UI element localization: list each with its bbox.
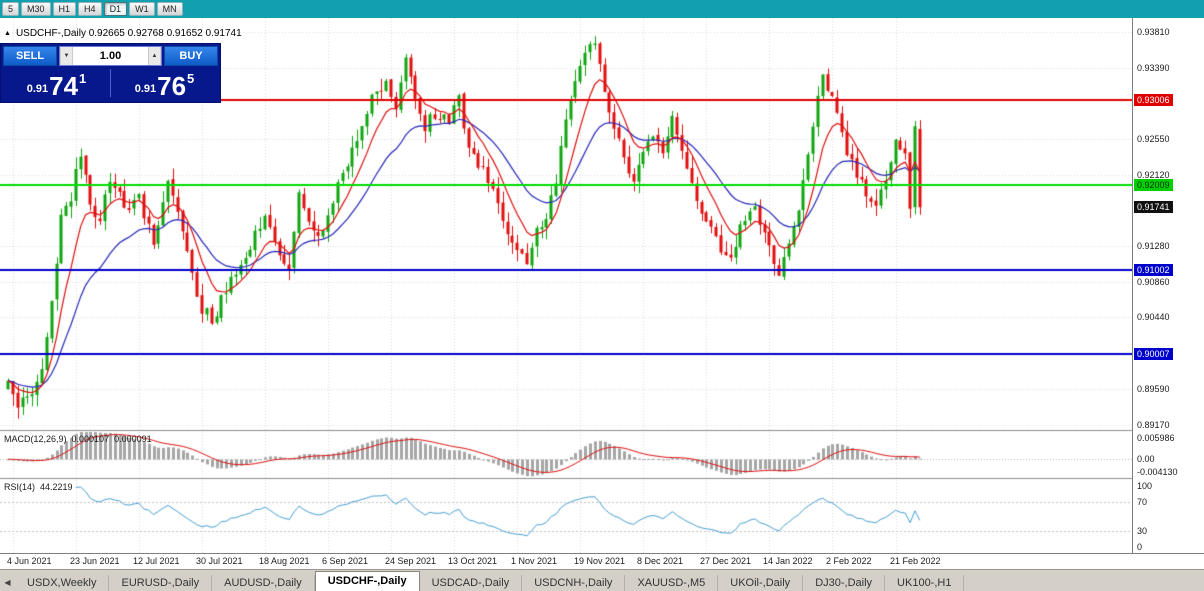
hline-price-tag[interactable]: 0.92009 — [1134, 178, 1173, 191]
collapse-panel-icon[interactable]: ▲ — [4, 29, 11, 37]
macd-name: MACD(12,26,9) — [4, 434, 67, 444]
chart-tab-xauusd-m5[interactable]: XAUUSD-,M5 — [625, 575, 719, 591]
price-axis-label: 0.92120 — [1137, 170, 1170, 181]
time-axis-label: 1 Nov 2021 — [511, 556, 558, 566]
chart-symbol-ohlc: USDCHF-,Daily 0.92665 0.92768 0.91652 0.… — [15, 28, 242, 39]
price-axis-label: 0.91280 — [1137, 241, 1170, 252]
buy-price-big: 76 — [157, 71, 187, 101]
time-axis-label: 18 Aug 2021 — [259, 556, 310, 566]
rsi-axis-label: 100 — [1137, 481, 1153, 491]
chart-area: ▲ USDCHF-,Daily 0.92665 0.92768 0.91652 … — [0, 18, 1204, 569]
timeframe-button-h4[interactable]: H4 — [78, 2, 102, 16]
time-axis-label: 2 Feb 2022 — [826, 556, 872, 566]
price-chart-canvas[interactable] — [0, 18, 1132, 553]
sell-price-prefix: 0.91 — [26, 83, 49, 95]
hline-price-tag[interactable]: 0.90007 — [1134, 348, 1173, 361]
trade-controls-row: SELL ▼ ▲ BUY — [3, 46, 218, 66]
time-axis-label: 13 Oct 2021 — [448, 556, 498, 566]
macd-axis-label: -0.004130 — [1137, 467, 1178, 477]
time-axis-label: 27 Dec 2021 — [700, 556, 752, 566]
buy-price-pip: 5 — [187, 71, 195, 86]
time-axis-label: 30 Jul 2021 — [196, 556, 243, 566]
sell-price-pip: 1 — [79, 71, 87, 86]
rsi-name: RSI(14) — [4, 482, 36, 492]
volume-increase-icon[interactable]: ▲ — [148, 47, 161, 65]
rsi-axis-label: 30 — [1137, 526, 1148, 537]
buy-button[interactable]: BUY — [164, 46, 218, 66]
hline-price-tag[interactable]: 0.93006 — [1134, 94, 1173, 107]
price-axis-label: 0.92550 — [1137, 133, 1170, 144]
timeframe-button-mn[interactable]: MN — [156, 2, 183, 16]
time-axis-label: 6 Sep 2021 — [322, 556, 369, 566]
timeframe-button-w1[interactable]: W1 — [129, 2, 155, 16]
current-price-tag: 0.91741 — [1134, 201, 1173, 214]
chart-tab-uk100-h1[interactable]: UK100-,H1 — [885, 575, 965, 591]
price-axis-label: 0.93810 — [1137, 26, 1170, 37]
buy-price[interactable]: 0.91 76 5 — [111, 66, 218, 100]
chart-tab-bar: ◀ USDX,Weekly EURUSD-,Daily AUDUSD-,Daily US… — [0, 569, 1204, 591]
macd-main-value: 0.000107 — [71, 434, 110, 444]
sell-price[interactable]: 0.91 74 1 — [3, 66, 110, 100]
chart-tab-audusd-daily[interactable]: AUDUSD-,Daily — [212, 575, 315, 591]
chart-tab-usdx-weekly[interactable]: USDX,Weekly — [15, 575, 110, 591]
price-axis-label: 0.93390 — [1137, 62, 1170, 73]
price-axis-label: 0.89590 — [1137, 384, 1170, 395]
time-axis-label: 4 Jun 2021 — [7, 556, 52, 566]
price-scale[interactable]: 0.93810 0.93390 0.92550 0.92120 0.91280 0.908… — [1132, 18, 1204, 553]
time-axis-label: 24 Sep 2021 — [385, 556, 437, 566]
macd-axis-label: 0.005986 — [1137, 433, 1175, 443]
time-axis-label: 21 Feb 2022 — [890, 556, 941, 566]
chart-header: ▲ USDCHF-,Daily 0.92665 0.92768 0.91652 … — [4, 28, 242, 39]
macd-signal-value: 0.000091 — [114, 434, 152, 444]
one-click-trading-panel: SELL ▼ ▲ BUY 0.91 74 1 0.91 76 5 — [1, 44, 220, 102]
macd-axis-label: 0.00 — [1137, 454, 1155, 465]
time-axis-label: 19 Nov 2021 — [574, 556, 626, 566]
rsi-axis-label: 0 — [1137, 542, 1143, 552]
time-axis-label: 8 Dec 2021 — [637, 556, 684, 566]
timeframe-button-h1[interactable]: H1 — [52, 2, 77, 16]
rsi-indicator-label: RSI(14) 44.2219 — [4, 482, 78, 492]
sell-button[interactable]: SELL — [3, 46, 57, 66]
price-axis-label: 0.89170 — [1137, 420, 1170, 430]
chart-tab-usdchf-daily[interactable]: USDCHF-,Daily — [314, 571, 420, 591]
time-axis-label: 12 Jul 2021 — [133, 556, 180, 566]
volume-input[interactable] — [73, 47, 148, 65]
volume-control: ▼ ▲ — [59, 46, 162, 66]
time-axis-label: 23 Jun 2021 — [70, 556, 120, 566]
price-divider — [110, 69, 111, 97]
sell-price-big: 74 — [49, 71, 79, 101]
bid-ask-display: 0.91 74 1 0.91 76 5 — [3, 66, 218, 100]
macd-indicator-label: MACD(12,26,9) 0.000107 0.000091 — [4, 434, 157, 444]
chart-tab-ukoil-daily[interactable]: UKOil-,Daily — [718, 575, 804, 591]
buy-price-prefix: 0.91 — [134, 83, 157, 95]
tab-scroll-left-icon[interactable]: ◀ — [0, 573, 15, 591]
time-axis-label: 14 Jan 2022 — [763, 556, 813, 566]
chart-tab-dj30-daily[interactable]: DJ30-,Daily — [803, 575, 886, 591]
chart-tab-eurusd-daily[interactable]: EURUSD-,Daily — [109, 575, 213, 591]
timeframe-button-m30[interactable]: M30 — [21, 2, 51, 16]
volume-decrease-icon[interactable]: ▼ — [60, 47, 73, 65]
time-scale[interactable]: 4 Jun 2021 23 Jun 2021 12 Jul 2021 30 Jul 2… — [0, 553, 1204, 569]
chart-tab-usdcnh-daily[interactable]: USDCNH-,Daily — [522, 575, 626, 591]
price-axis-label: 0.90440 — [1137, 312, 1170, 323]
timeframe-toolbar: 5 M30 H1 H4 D1 W1 MN — [0, 0, 1204, 18]
rsi-axis-label: 70 — [1137, 496, 1148, 507]
hline-price-tag[interactable]: 0.91002 — [1134, 263, 1173, 276]
rsi-value: 44.2219 — [40, 482, 73, 492]
timeframe-button-5[interactable]: 5 — [2, 2, 20, 16]
price-axis-label: 0.90860 — [1137, 276, 1170, 287]
chart-tab-usdcad-daily[interactable]: USDCAD-,Daily — [420, 575, 523, 591]
timeframe-button-d1[interactable]: D1 — [103, 2, 128, 16]
